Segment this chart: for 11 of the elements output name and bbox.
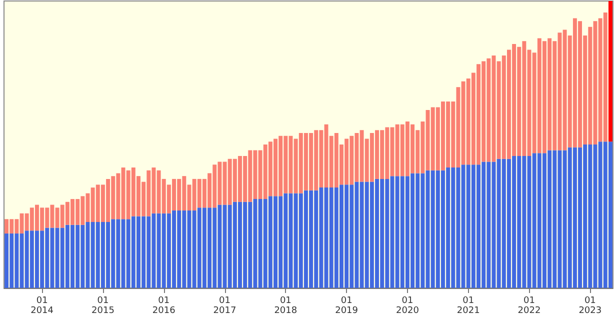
x-tick-label: 01 2020 (396, 296, 420, 316)
x-tick-label: 01 2014 (30, 296, 54, 316)
x-tick-label: 01 2018 (274, 296, 298, 316)
x-tick-label: 01 2017 (213, 296, 236, 316)
x-tick-label: 01 2016 (152, 296, 176, 316)
x-tick-label: 01 2019 (335, 296, 358, 316)
x-tick-label: 01 2021 (456, 296, 480, 316)
x-tick-label: 01 2022 (518, 296, 541, 316)
bar (608, 1, 612, 142)
x-tick-label: 01 2023 (578, 296, 602, 316)
x-tick-label: 01 2015 (92, 296, 114, 316)
